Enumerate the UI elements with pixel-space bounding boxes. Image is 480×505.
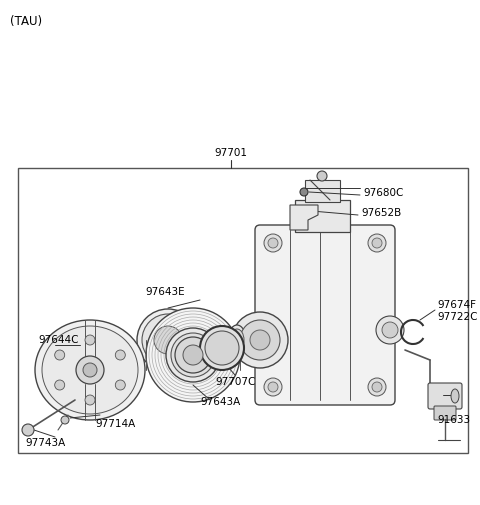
Text: 97652B: 97652B bbox=[361, 208, 401, 218]
Text: (TAU): (TAU) bbox=[10, 15, 42, 28]
Circle shape bbox=[85, 395, 95, 405]
Circle shape bbox=[115, 380, 125, 390]
Circle shape bbox=[368, 234, 386, 252]
Circle shape bbox=[76, 356, 104, 384]
Ellipse shape bbox=[137, 309, 199, 371]
Circle shape bbox=[55, 350, 65, 360]
Circle shape bbox=[268, 238, 278, 248]
Circle shape bbox=[175, 337, 211, 373]
Ellipse shape bbox=[451, 389, 459, 403]
Text: 91633: 91633 bbox=[437, 415, 470, 425]
Circle shape bbox=[317, 171, 327, 181]
Text: 97643E: 97643E bbox=[145, 287, 185, 297]
Circle shape bbox=[22, 424, 34, 436]
Ellipse shape bbox=[42, 326, 138, 414]
Circle shape bbox=[264, 378, 282, 396]
Circle shape bbox=[250, 330, 270, 350]
Circle shape bbox=[368, 378, 386, 396]
Ellipse shape bbox=[146, 308, 240, 402]
Text: 97680C: 97680C bbox=[363, 188, 403, 198]
Circle shape bbox=[83, 363, 97, 377]
Text: 97674F: 97674F bbox=[437, 300, 476, 310]
Bar bbox=[305, 180, 340, 202]
Bar bbox=[18, 168, 468, 453]
Circle shape bbox=[300, 188, 308, 196]
Ellipse shape bbox=[142, 314, 194, 366]
Ellipse shape bbox=[205, 331, 239, 365]
Circle shape bbox=[61, 416, 69, 424]
Circle shape bbox=[85, 335, 95, 345]
Circle shape bbox=[183, 345, 203, 365]
FancyBboxPatch shape bbox=[255, 225, 395, 405]
Text: 97707C: 97707C bbox=[215, 377, 255, 387]
Circle shape bbox=[115, 350, 125, 360]
Circle shape bbox=[376, 316, 404, 344]
Polygon shape bbox=[290, 205, 318, 230]
Circle shape bbox=[268, 382, 278, 392]
Ellipse shape bbox=[171, 333, 215, 377]
Circle shape bbox=[154, 326, 182, 354]
Ellipse shape bbox=[230, 329, 244, 351]
Text: 97643A: 97643A bbox=[200, 397, 240, 407]
Circle shape bbox=[372, 382, 382, 392]
Text: 97743A: 97743A bbox=[25, 438, 65, 448]
Ellipse shape bbox=[35, 320, 145, 420]
Text: 97722C: 97722C bbox=[437, 312, 478, 322]
Text: 97644C: 97644C bbox=[38, 335, 79, 345]
FancyBboxPatch shape bbox=[428, 383, 462, 409]
Text: 97701: 97701 bbox=[215, 148, 248, 158]
Circle shape bbox=[372, 238, 382, 248]
Circle shape bbox=[232, 312, 288, 368]
Circle shape bbox=[264, 234, 282, 252]
Circle shape bbox=[382, 322, 398, 338]
Circle shape bbox=[55, 380, 65, 390]
Bar bbox=[295, 200, 350, 232]
Ellipse shape bbox=[200, 326, 244, 370]
FancyBboxPatch shape bbox=[434, 406, 456, 420]
Ellipse shape bbox=[228, 325, 246, 355]
Circle shape bbox=[240, 320, 280, 360]
Ellipse shape bbox=[166, 328, 220, 382]
Text: 97714A: 97714A bbox=[95, 419, 135, 429]
